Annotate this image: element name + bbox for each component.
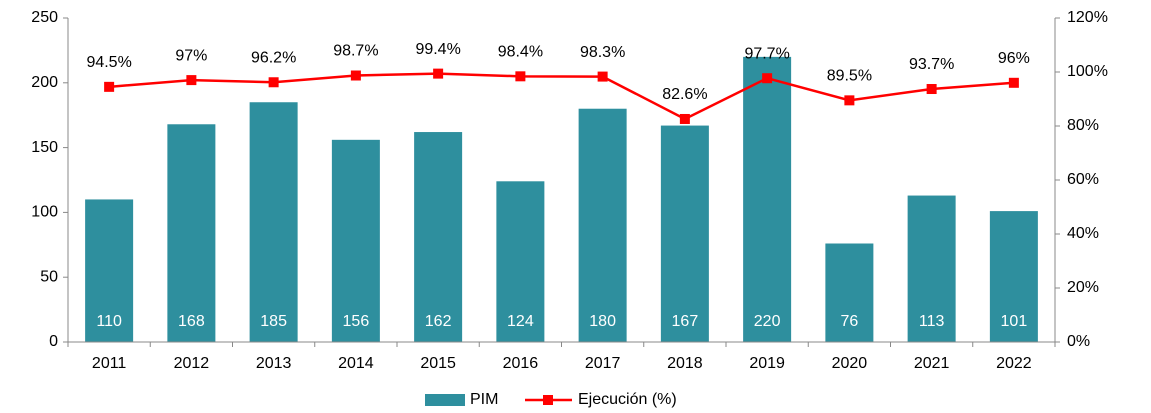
legend-marker — [543, 395, 553, 405]
line-label: 98.3% — [580, 44, 625, 61]
bar — [578, 108, 627, 342]
line-label: 96% — [998, 50, 1030, 67]
x-tick-label: 2012 — [174, 355, 210, 372]
bar — [331, 139, 380, 342]
legend-label: Ejecución (%) — [578, 391, 677, 408]
bar-label: 101 — [1001, 313, 1028, 330]
bar — [496, 181, 545, 342]
bar — [743, 56, 792, 342]
bar — [414, 132, 463, 342]
x-tick-label: 2011 — [92, 355, 127, 372]
y2-tick-label: 20% — [1067, 279, 1099, 296]
y-tick-label: 0 — [49, 333, 58, 350]
line-marker — [597, 71, 608, 82]
line-marker — [926, 84, 937, 95]
y2-tick-label: 0% — [1067, 333, 1090, 350]
y2-tick-label: 60% — [1067, 171, 1099, 188]
bar-label: 185 — [260, 313, 287, 330]
line-label: 89.5% — [827, 68, 872, 85]
line-marker — [515, 71, 526, 82]
bar-label: 220 — [754, 313, 781, 330]
y2-tick-label: 120% — [1067, 9, 1108, 26]
line-label: 93.7% — [909, 56, 954, 73]
x-tick-label: 2018 — [667, 355, 703, 372]
line — [109, 72, 1014, 121]
line-label: 98.4% — [498, 44, 543, 61]
bar-label: 113 — [919, 313, 945, 330]
line-marker — [350, 70, 361, 81]
bar-label: 124 — [507, 313, 534, 330]
y2-tick-label: 40% — [1067, 225, 1099, 242]
y-tick-label: 200 — [31, 74, 58, 91]
y-tick-label: 250 — [31, 9, 58, 26]
legend-label: PIM — [470, 391, 498, 408]
x-tick-label: 2017 — [585, 355, 621, 372]
x-tick-label: 2019 — [749, 355, 785, 372]
line-marker — [268, 77, 279, 88]
bar-label: 162 — [425, 313, 452, 330]
x-tick-label: 2021 — [914, 355, 950, 372]
line-label: 97% — [175, 47, 207, 64]
y2-tick-label: 100% — [1067, 63, 1108, 80]
y-tick-label: 100 — [31, 204, 58, 221]
x-tick-label: 2016 — [503, 355, 539, 372]
bar-label: 76 — [840, 313, 858, 330]
line-marker — [679, 113, 690, 124]
y-tick-label: 50 — [40, 268, 58, 285]
x-tick-label: 2013 — [256, 355, 292, 372]
bar-label: 156 — [343, 313, 370, 330]
x-tick-label: 2022 — [996, 355, 1032, 372]
line-label: 98.7% — [333, 43, 378, 60]
bar — [85, 199, 134, 342]
line-label: 97.7% — [744, 45, 789, 62]
y2-tick-label: 80% — [1067, 117, 1099, 134]
bar — [825, 243, 874, 342]
line-label: 99.4% — [415, 41, 460, 58]
legend-swatch — [425, 394, 465, 406]
line-marker — [844, 95, 855, 106]
line-marker — [104, 81, 115, 92]
line-marker — [762, 73, 773, 84]
line-label: 82.6% — [662, 86, 707, 103]
bar-label: 180 — [589, 313, 616, 330]
x-tick-label: 2015 — [420, 355, 456, 372]
x-tick-label: 2020 — [832, 355, 868, 372]
line-label: 94.5% — [86, 54, 131, 71]
line-marker — [433, 68, 444, 79]
bar-label: 110 — [96, 313, 122, 330]
line-marker — [1008, 77, 1019, 88]
line-marker — [186, 75, 197, 86]
bar — [660, 125, 709, 343]
line-label: 96.2% — [251, 49, 296, 66]
bar-label: 168 — [178, 313, 205, 330]
bar — [989, 211, 1038, 342]
y-tick-label: 150 — [31, 139, 58, 156]
bar-label: 167 — [672, 313, 699, 330]
bar — [249, 102, 298, 343]
x-tick-label: 2014 — [338, 355, 374, 372]
bar — [167, 124, 216, 342]
bar — [907, 195, 956, 342]
